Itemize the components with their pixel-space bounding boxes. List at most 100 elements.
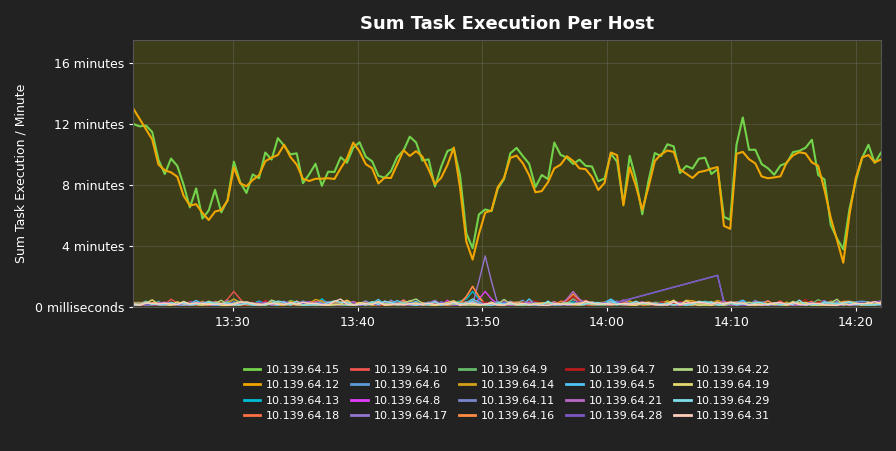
10.139.64.29 xyxy=(285,302,296,308)
10.139.64.7 xyxy=(875,302,886,308)
10.139.64.21 xyxy=(285,301,296,307)
10.139.64.17 xyxy=(417,303,427,308)
10.139.64.28 xyxy=(128,302,139,308)
10.139.64.7 xyxy=(731,302,742,307)
10.139.64.28 xyxy=(543,302,554,308)
10.139.64.11 xyxy=(128,301,139,307)
10.139.64.28 xyxy=(643,291,654,297)
10.139.64.14 xyxy=(731,302,742,307)
10.139.64.16 xyxy=(310,303,321,308)
10.139.64.19 xyxy=(216,303,227,308)
10.139.64.13 xyxy=(329,302,340,308)
10.139.64.15 xyxy=(719,214,729,220)
10.139.64.21 xyxy=(875,303,886,308)
10.139.64.10 xyxy=(241,303,252,308)
10.139.64.31 xyxy=(731,300,742,306)
10.139.64.29 xyxy=(794,297,805,303)
10.139.64.14 xyxy=(335,301,346,306)
10.139.64.19 xyxy=(128,302,139,307)
10.139.64.22 xyxy=(285,302,296,307)
10.139.64.28 xyxy=(750,303,761,308)
10.139.64.7 xyxy=(549,302,560,307)
10.139.64.10 xyxy=(863,301,874,306)
10.139.64.8 xyxy=(875,301,886,306)
10.139.64.19 xyxy=(556,302,566,307)
10.139.64.7 xyxy=(656,299,667,305)
10.139.64.12 xyxy=(329,176,340,182)
10.139.64.12 xyxy=(875,156,886,162)
10.139.64.11 xyxy=(712,273,723,278)
10.139.64.29 xyxy=(329,298,340,304)
10.139.64.22 xyxy=(731,301,742,307)
10.139.64.21 xyxy=(329,302,340,307)
10.139.64.10 xyxy=(656,302,667,307)
10.139.64.12 xyxy=(719,223,729,229)
10.139.64.18 xyxy=(863,302,874,307)
10.139.64.28 xyxy=(329,302,340,308)
10.139.64.9 xyxy=(285,298,296,303)
10.139.64.15 xyxy=(128,121,139,127)
Line: 10.139.64.16: 10.139.64.16 xyxy=(134,286,881,305)
10.139.64.17 xyxy=(329,301,340,307)
10.139.64.16 xyxy=(556,301,566,307)
Line: 10.139.64.21: 10.139.64.21 xyxy=(134,291,881,305)
10.139.64.10 xyxy=(875,302,886,307)
10.139.64.5 xyxy=(731,300,742,306)
10.139.64.8 xyxy=(479,289,490,294)
10.139.64.14 xyxy=(549,301,560,307)
10.139.64.18 xyxy=(128,301,139,306)
Line: 10.139.64.12: 10.139.64.12 xyxy=(134,109,881,263)
10.139.64.10 xyxy=(341,302,352,307)
10.139.64.12 xyxy=(857,155,867,160)
10.139.64.11 xyxy=(863,302,874,307)
10.139.64.7 xyxy=(568,294,579,299)
10.139.64.19 xyxy=(297,302,308,308)
10.139.64.6 xyxy=(731,301,742,307)
10.139.64.15 xyxy=(329,169,340,175)
Line: 10.139.64.14: 10.139.64.14 xyxy=(134,299,881,305)
10.139.64.10 xyxy=(228,289,239,294)
10.139.64.28 xyxy=(863,303,874,308)
Line: 10.139.64.7: 10.139.64.7 xyxy=(134,296,881,305)
10.139.64.18 xyxy=(467,284,478,289)
10.139.64.6 xyxy=(556,302,566,307)
10.139.64.5 xyxy=(524,296,535,302)
10.139.64.17 xyxy=(479,253,490,258)
10.139.64.16 xyxy=(128,300,139,305)
10.139.64.31 xyxy=(329,299,340,304)
Line: 10.139.64.10: 10.139.64.10 xyxy=(134,291,881,305)
Line: 10.139.64.5: 10.139.64.5 xyxy=(134,299,881,305)
Line: 10.139.64.8: 10.139.64.8 xyxy=(134,291,881,305)
10.139.64.9 xyxy=(329,303,340,308)
10.139.64.8 xyxy=(291,299,302,305)
10.139.64.28 xyxy=(712,273,723,278)
10.139.64.9 xyxy=(335,300,346,306)
10.139.64.13 xyxy=(128,303,139,308)
10.139.64.29 xyxy=(875,302,886,307)
10.139.64.7 xyxy=(329,302,340,307)
10.139.64.11 xyxy=(725,302,736,307)
10.139.64.12 xyxy=(128,106,139,111)
10.139.64.31 xyxy=(285,300,296,305)
Title: Sum Task Execution Per Host: Sum Task Execution Per Host xyxy=(360,15,654,33)
10.139.64.6 xyxy=(228,296,239,302)
Line: 10.139.64.9: 10.139.64.9 xyxy=(134,299,881,305)
10.139.64.19 xyxy=(863,299,874,305)
10.139.64.8 xyxy=(863,302,874,308)
10.139.64.31 xyxy=(875,301,886,306)
10.139.64.14 xyxy=(875,300,886,305)
10.139.64.21 xyxy=(505,303,516,308)
10.139.64.9 xyxy=(549,302,560,307)
10.139.64.16 xyxy=(731,302,742,308)
10.139.64.22 xyxy=(410,296,421,302)
10.139.64.5 xyxy=(128,301,139,306)
10.139.64.28 xyxy=(285,301,296,307)
Line: 10.139.64.18: 10.139.64.18 xyxy=(134,286,881,305)
10.139.64.19 xyxy=(147,297,158,303)
10.139.64.18 xyxy=(875,298,886,304)
10.139.64.29 xyxy=(650,301,660,307)
10.139.64.18 xyxy=(556,299,566,304)
Y-axis label: Sum Task Execution / Minute: Sum Task Execution / Minute xyxy=(15,84,28,263)
10.139.64.21 xyxy=(128,302,139,307)
10.139.64.31 xyxy=(454,303,465,308)
